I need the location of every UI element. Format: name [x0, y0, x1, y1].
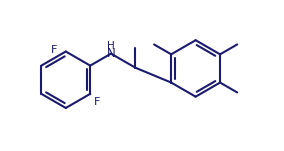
Text: F: F — [94, 97, 101, 107]
Text: N: N — [106, 47, 115, 60]
Text: H: H — [107, 41, 115, 51]
Text: F: F — [51, 45, 57, 55]
